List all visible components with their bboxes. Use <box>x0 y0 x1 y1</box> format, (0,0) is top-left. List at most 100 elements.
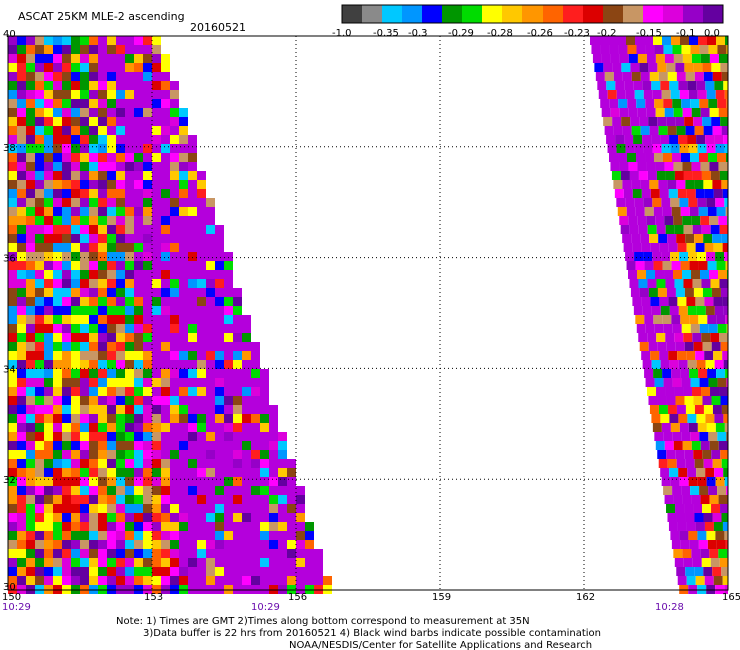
data-cell <box>233 459 242 468</box>
data-cell <box>687 468 697 477</box>
data-cell <box>53 261 62 270</box>
data-cell <box>179 171 188 180</box>
data-cell <box>8 414 17 423</box>
data-cell <box>53 117 62 126</box>
data-cell <box>709 162 719 171</box>
data-cell <box>143 144 152 153</box>
data-cell <box>687 81 697 90</box>
data-cell <box>53 279 62 288</box>
data-cell <box>71 315 80 324</box>
colorbar-swatch <box>502 5 522 23</box>
data-cell <box>107 378 116 387</box>
data-cell <box>683 171 693 180</box>
data-cell <box>675 450 685 459</box>
data-cell <box>89 414 98 423</box>
data-cell <box>8 306 17 315</box>
data-cell <box>35 189 44 198</box>
data-cell <box>125 108 134 117</box>
data-cell <box>197 288 206 297</box>
data-cell <box>35 261 44 270</box>
data-cell <box>665 225 675 234</box>
data-cell <box>287 522 296 531</box>
data-cell <box>278 531 287 540</box>
data-cell <box>660 414 670 423</box>
data-cell <box>170 495 179 504</box>
data-cell <box>116 99 125 108</box>
data-cell <box>53 36 62 45</box>
data-cell <box>161 531 170 540</box>
data-cell <box>80 306 89 315</box>
data-cell <box>666 117 676 126</box>
data-cell <box>152 468 161 477</box>
data-cell <box>179 207 188 216</box>
data-cell <box>661 198 671 207</box>
data-cell <box>152 126 161 135</box>
data-cell <box>260 531 269 540</box>
data-cell <box>143 396 152 405</box>
data-cell <box>44 225 53 234</box>
data-cell <box>26 99 35 108</box>
data-cell <box>644 315 654 324</box>
data-cell <box>134 360 143 369</box>
colorbar-swatch <box>543 5 563 23</box>
data-cell <box>53 441 62 450</box>
data-cell <box>688 477 698 486</box>
data-cell <box>143 369 152 378</box>
data-cell <box>116 180 125 189</box>
data-cell <box>134 63 143 72</box>
data-cell <box>161 396 170 405</box>
data-cell <box>723 81 728 90</box>
data-cell <box>661 252 671 261</box>
data-cell <box>179 234 188 243</box>
data-cell <box>152 297 161 306</box>
data-cell <box>44 315 53 324</box>
data-cell <box>215 342 224 351</box>
data-cell <box>179 558 188 567</box>
data-cell <box>711 450 721 459</box>
data-cell <box>98 423 107 432</box>
data-cell <box>134 45 143 54</box>
data-cell <box>215 549 224 558</box>
data-cell <box>664 108 674 117</box>
data-cell <box>134 477 143 486</box>
data-cell <box>179 126 188 135</box>
data-cell <box>667 513 677 522</box>
data-cell <box>170 189 179 198</box>
data-cell <box>655 441 665 450</box>
data-cell <box>711 504 721 513</box>
data-cell <box>671 315 681 324</box>
data-cell <box>712 567 722 576</box>
data-cell <box>645 324 655 333</box>
data-cell <box>703 126 713 135</box>
data-cell <box>233 387 242 396</box>
data-cell <box>705 360 715 369</box>
data-cell <box>233 414 242 423</box>
data-cell <box>143 90 152 99</box>
data-cell <box>206 270 215 279</box>
data-cell <box>663 45 673 54</box>
data-cell <box>702 342 712 351</box>
data-cell <box>35 450 44 459</box>
data-cell <box>617 207 627 216</box>
data-cell <box>71 396 80 405</box>
data-cell <box>698 36 707 45</box>
plot-frame <box>7 35 729 591</box>
colorbar-legend: -1.0 -0.35 -0.3 -0.29 -0.28 -0.26 -0.23 -0.2 -0.… <box>332 4 724 39</box>
data-cell <box>71 45 80 54</box>
colorbar-labels: -1.0 -0.35 -0.3 -0.29 -0.28 -0.26 -0.23 -0.2 -0.… <box>332 28 720 39</box>
data-cell <box>197 405 206 414</box>
data-cell <box>278 567 287 576</box>
data-cell <box>179 270 188 279</box>
data-cell <box>89 45 98 54</box>
data-cell <box>170 369 179 378</box>
data-cell <box>224 351 233 360</box>
data-cell <box>35 387 44 396</box>
data-cell <box>707 540 717 549</box>
data-cell <box>675 63 685 72</box>
data-cell <box>62 270 71 279</box>
data-cell <box>98 180 107 189</box>
data-cell <box>260 540 269 549</box>
data-cell <box>206 324 215 333</box>
data-cell <box>116 153 125 162</box>
data-cell <box>125 297 134 306</box>
